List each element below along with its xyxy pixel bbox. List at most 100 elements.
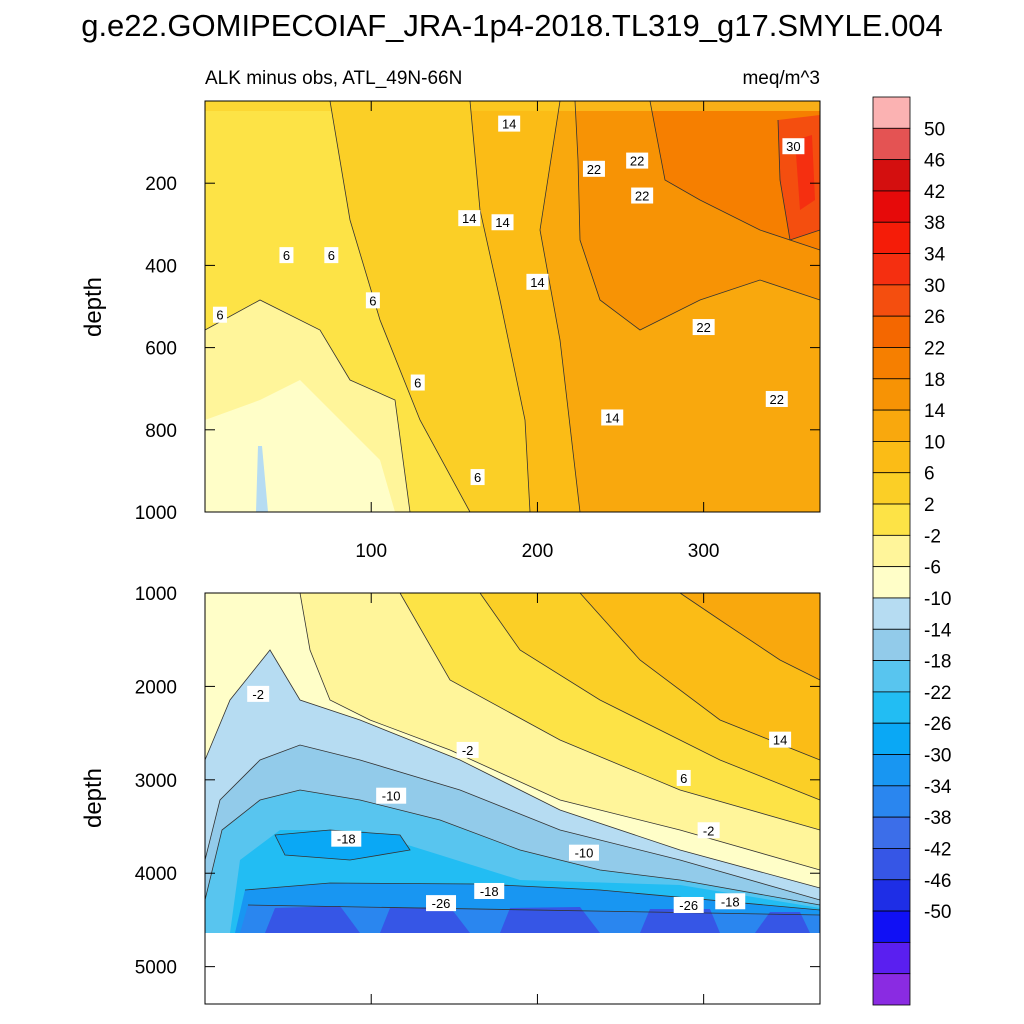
colorbar-swatch — [872, 534, 911, 568]
colorbar-swatch — [872, 941, 911, 975]
upper-contour-label-bg — [410, 374, 425, 391]
colorbar-swatch — [872, 284, 911, 317]
upper-contour-label-bg — [582, 160, 605, 177]
upper-contour-label-bg — [601, 409, 624, 426]
upper-y-tick-label: 600 — [145, 339, 177, 360]
upper-contour-label-bg — [782, 138, 805, 155]
colorbar-label: -38 — [924, 808, 951, 829]
colorbar-label: -6 — [924, 558, 941, 579]
upper-contour-label-bg — [212, 306, 227, 323]
colorbar-swatch — [872, 660, 911, 693]
lower-contour-label: -26 — [432, 896, 451, 911]
lower-contour-label: 14 — [773, 733, 787, 748]
upper-contour-label: 6 — [328, 248, 335, 263]
upper-contour-label: 6 — [414, 376, 421, 391]
lower-panel: -2 -2 14 6 -10 -2 -18 -10 -18 -26 -26 -18 1000 2000 3… — [80, 584, 821, 1005]
upper-contour-label-bg — [631, 187, 654, 204]
lower-y-axis-label: depth — [80, 768, 107, 828]
upper-contour-label-bg — [491, 214, 514, 231]
upper-contour-label: 14 — [462, 211, 476, 226]
colorbar-label: 14 — [924, 401, 946, 422]
upper-contour-label: 22 — [770, 392, 784, 407]
colorbar-label: 34 — [924, 245, 946, 266]
colorbar-label: 38 — [924, 213, 945, 234]
colorbar-swatch — [872, 503, 911, 536]
lower-contour-label-bg — [456, 741, 479, 758]
upper-y-tick-label: 200 — [145, 174, 177, 195]
colorbar-swatch — [872, 691, 911, 724]
colorbar-swatch — [872, 127, 911, 161]
upper-contour-label: 6 — [216, 308, 223, 323]
colorbar-swatch — [872, 221, 911, 254]
colorbar-swatch — [872, 96, 911, 129]
upper-contour-label: 14 — [495, 215, 509, 230]
colorbar-label: 18 — [924, 370, 945, 391]
upper-contour-label: 14 — [530, 275, 544, 290]
upper-contour-fill — [205, 101, 820, 512]
upper-contour-label: 6 — [474, 470, 481, 485]
upper-y-axis-label: depth — [80, 277, 107, 337]
upper-contour-label-bg — [470, 469, 485, 486]
lower-axis-ticks: 1000 2000 3000 4000 5000 — [135, 584, 820, 1004]
upper-right-title: meq/m^3 — [742, 68, 820, 89]
colorbar-label: -22 — [924, 683, 951, 704]
lower-y-tick-label: 5000 — [135, 958, 177, 979]
colorbar-swatch — [872, 315, 911, 348]
lower-contour-labels: -2 -2 14 6 -10 -2 -18 -10 -18 -26 -26 -18 — [247, 685, 792, 913]
colorbar-label: -46 — [924, 871, 951, 892]
upper-contour-label: 22 — [630, 154, 644, 169]
colorbar-swatch — [872, 910, 911, 943]
upper-contour-label-bg — [626, 152, 649, 169]
lower-contour-label-bg — [331, 830, 362, 847]
lower-contour-label: -18 — [721, 894, 740, 909]
upper-contour-label: 22 — [635, 189, 649, 204]
colorbar-label: -10 — [924, 589, 951, 610]
upper-contour-label-bg — [765, 390, 788, 407]
lower-contour-label-bg — [697, 822, 720, 839]
upper-contour-label-bg — [526, 273, 549, 290]
lower-contour-label: -18 — [480, 884, 499, 899]
upper-contour-label: 30 — [786, 139, 800, 154]
colorbar-swatch — [872, 785, 911, 818]
lower-contour-label: -2 — [252, 687, 264, 702]
lower-contour-label-bg — [673, 896, 704, 913]
lower-plot-frame — [204, 592, 821, 1005]
lower-contour-label-bg — [769, 731, 792, 748]
colorbar-swatch — [872, 722, 911, 755]
colorbar-swatch — [872, 566, 911, 599]
upper-contour-label-bg — [692, 319, 715, 336]
colorbar-swatch — [872, 973, 911, 1006]
upper-contour-label: 14 — [502, 117, 516, 132]
upper-contour-lines — [204, 100, 821, 513]
colorbar-swatch — [872, 347, 911, 380]
colorbar-label: 30 — [924, 276, 945, 297]
colorbar-swatch — [872, 816, 911, 849]
colorbar: 50 46 42 38 34 30 26 22 18 14 10 6 2 -2 -6 -10 -14 -18 -22… — [872, 96, 952, 1006]
colorbar-label: -14 — [924, 620, 952, 641]
lower-contour-label: -18 — [337, 832, 356, 847]
colorbar-label: 22 — [924, 338, 945, 359]
lower-contour-label: -10 — [575, 846, 594, 861]
lower-y-tick-label: 3000 — [135, 771, 177, 792]
lower-contour-label: -2 — [462, 743, 474, 758]
lower-contour-label-bg — [376, 787, 407, 804]
lower-y-tick-label: 2000 — [135, 677, 177, 698]
colorbar-label: 42 — [924, 182, 945, 203]
upper-plot-frame — [204, 100, 821, 513]
upper-contour-label: 22 — [696, 320, 710, 335]
upper-left-title: ALK minus obs, ATL_49N-66N — [205, 68, 462, 89]
colorbar-swatch — [872, 378, 911, 411]
upper-contour-label: 22 — [587, 162, 601, 177]
upper-contour-label-bg — [498, 115, 521, 132]
colorbar-label: -42 — [924, 839, 951, 860]
colorbar-swatch — [872, 472, 911, 505]
colorbar-swatch — [872, 848, 911, 881]
upper-contour-label-bg — [458, 210, 481, 227]
upper-contour-label-bg — [365, 292, 380, 309]
colorbar-label: -2 — [924, 526, 941, 547]
colorbar-swatch — [872, 879, 911, 912]
lower-contour-label: -2 — [703, 823, 715, 838]
upper-panel: ALK minus obs, ATL_49N-66N meq/m^3 1 — [80, 68, 821, 562]
lower-y-tick-label: 4000 — [135, 864, 177, 885]
